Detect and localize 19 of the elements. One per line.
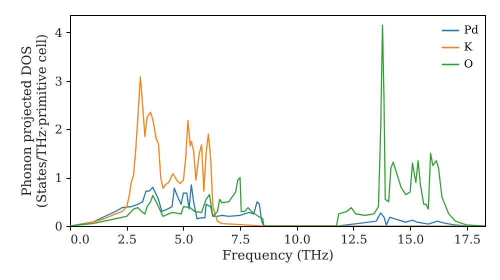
legend-label: Pd xyxy=(464,24,478,36)
legend-label: O xyxy=(464,58,474,70)
line-series xyxy=(70,24,485,226)
y-tick-label: 1 xyxy=(54,171,62,186)
legend-label: K xyxy=(464,40,473,54)
y-tick-label: 3 xyxy=(54,74,62,88)
y-tick-label: 0 xyxy=(54,220,62,234)
x-axis-title: Frequency (THz) xyxy=(222,248,334,264)
x-tick-label: 12.5 xyxy=(340,232,368,246)
x-tick-label: 0.0 xyxy=(70,232,90,246)
y-axis-title: Phonon projected DOS (States/THz·primitive cell) xyxy=(20,34,50,208)
y-tick-label: 2 xyxy=(54,122,62,137)
x-tick-label: 15.0 xyxy=(397,232,424,246)
y-tick-label: 4 xyxy=(54,26,63,40)
x-tick-label: 5.0 xyxy=(174,232,194,246)
x-tick-label: 7.5 xyxy=(231,232,250,246)
x-tick-label: 10.0 xyxy=(284,232,311,246)
x-tick-label: 17.5 xyxy=(454,232,481,246)
x-tick-label: 2.5 xyxy=(118,232,137,246)
